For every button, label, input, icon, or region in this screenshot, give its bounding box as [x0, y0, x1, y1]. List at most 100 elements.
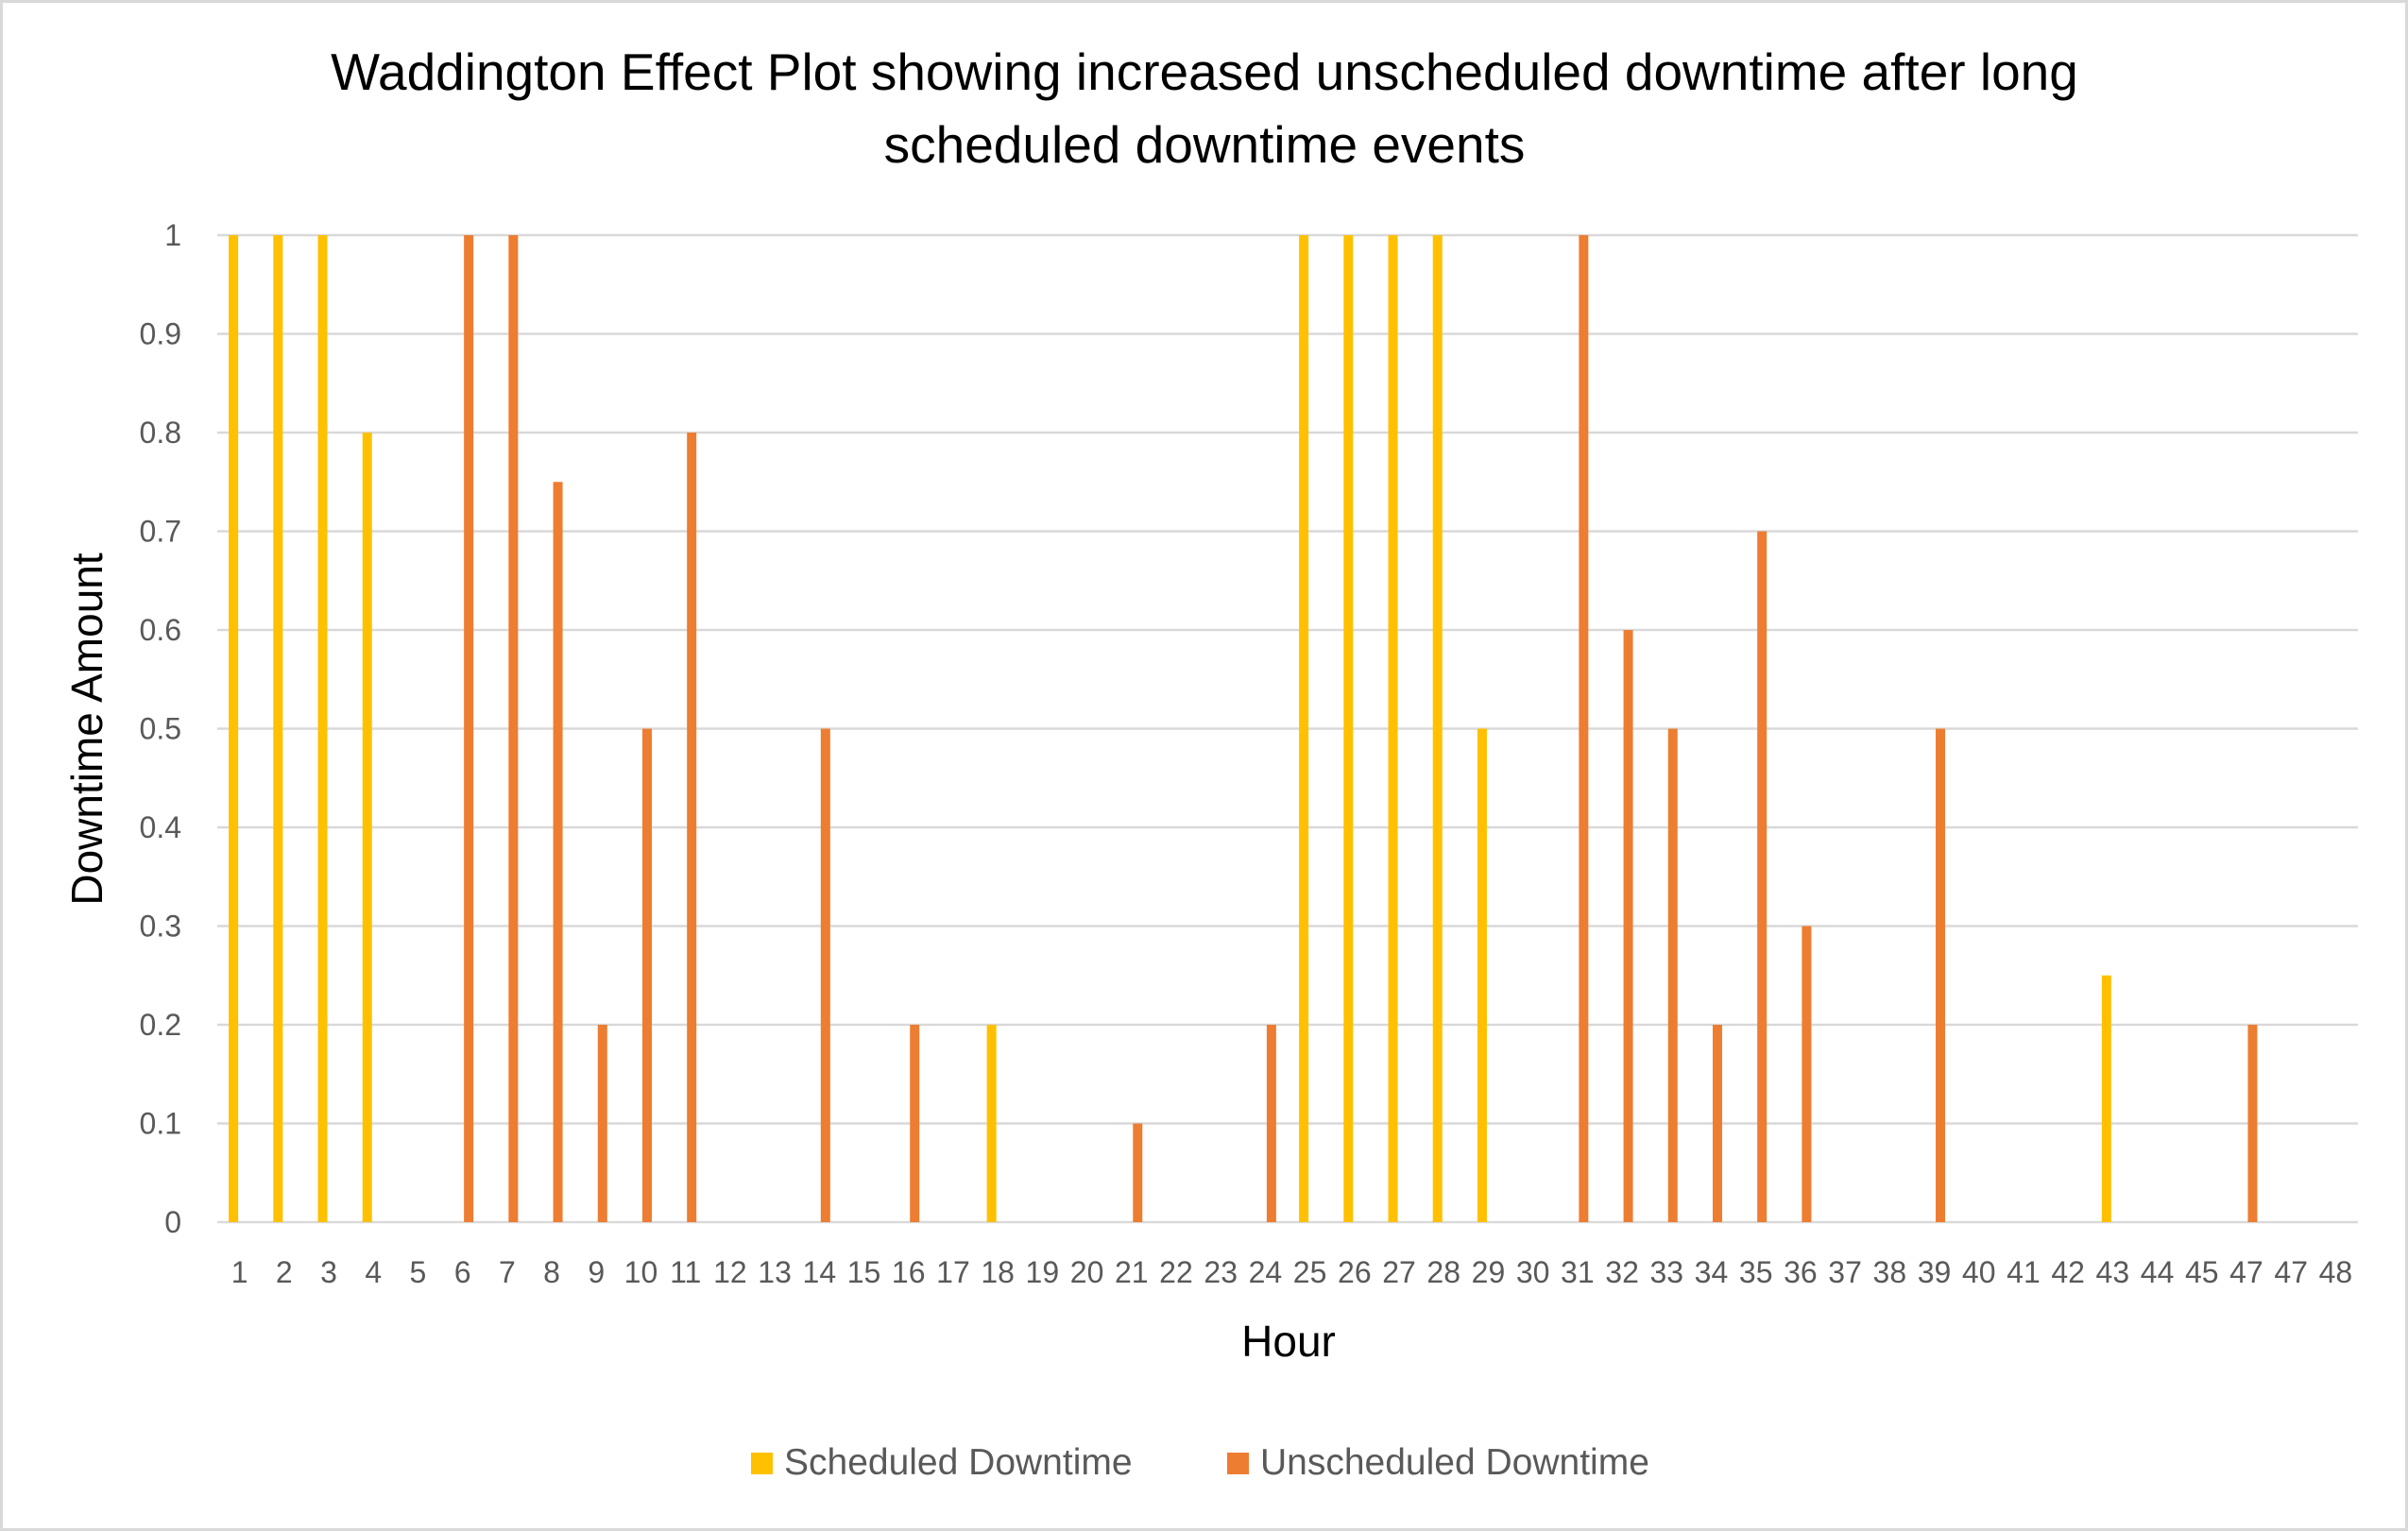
x-tick-label: 30: [1516, 1255, 1550, 1289]
y-tick-label: 0: [164, 1205, 181, 1239]
x-tick-label: 43: [2096, 1255, 2130, 1289]
chart-title-line-2: scheduled downtime events: [884, 115, 1526, 174]
bar-scheduled-28: [1432, 235, 1443, 1222]
x-tick-label: 14: [803, 1255, 837, 1289]
bar-unscheduled-7: [508, 235, 519, 1222]
x-tick-label: 35: [1739, 1255, 1773, 1289]
bar-unscheduled-39: [1936, 728, 1946, 1222]
legend-label-scheduled: Scheduled Downtime: [784, 1442, 1133, 1483]
y-tick-label: 0.7: [140, 515, 181, 549]
x-tick-label: 6: [454, 1255, 471, 1289]
x-tick-label: 45: [2185, 1255, 2219, 1289]
legend-swatch-unscheduled: [1227, 1453, 1249, 1474]
legend-swatch-scheduled: [751, 1453, 773, 1474]
x-tick-label: 11: [670, 1255, 701, 1289]
bar-unscheduled-9: [597, 1025, 607, 1222]
bar-scheduled-2: [273, 235, 283, 1222]
x-tick-label: 29: [1472, 1255, 1506, 1289]
bar-scheduled-3: [317, 235, 328, 1222]
x-axis-title: Hour: [1241, 1317, 1336, 1366]
bar-unscheduled-8: [553, 482, 563, 1222]
bar-unscheduled-11: [687, 433, 697, 1222]
x-tick-label: 19: [1026, 1255, 1060, 1289]
x-tick-label: 5: [410, 1255, 427, 1289]
x-tick-label: 13: [758, 1255, 792, 1289]
x-tick-label: 24: [1249, 1255, 1283, 1289]
x-tick-label: 23: [1204, 1255, 1238, 1289]
bar-scheduled-29: [1477, 728, 1487, 1222]
x-tick-label: 26: [1338, 1255, 1372, 1289]
x-tick-label: 25: [1293, 1255, 1327, 1289]
x-tick-label: 4: [365, 1255, 382, 1289]
bar-unscheduled-31: [1579, 235, 1589, 1222]
legend: Scheduled Downtime Unscheduled Downtime: [751, 1442, 1649, 1483]
x-tick-label: 47: [2274, 1255, 2308, 1289]
bar-unscheduled-32: [1623, 630, 1633, 1222]
x-tick-label: 7: [499, 1255, 516, 1289]
y-tick-label: 1: [164, 218, 181, 252]
bar-unscheduled-33: [1667, 728, 1678, 1222]
y-tick-label: 0.1: [140, 1107, 181, 1141]
bar-unscheduled-10: [641, 728, 652, 1222]
y-axis-title: Downtime Amount: [62, 553, 111, 905]
y-tick-label: 0.5: [140, 712, 181, 746]
x-tick-label: 10: [624, 1255, 658, 1289]
x-tick-label: 12: [713, 1255, 747, 1289]
x-tick-label: 37: [1828, 1255, 1862, 1289]
x-tick-label: 33: [1649, 1255, 1683, 1289]
bar-unscheduled-16: [910, 1025, 920, 1222]
bar-unscheduled-14: [820, 728, 830, 1222]
x-tick-label: 42: [2051, 1255, 2085, 1289]
x-tick-label: 16: [892, 1255, 926, 1289]
bar-unscheduled-24: [1266, 1025, 1276, 1222]
x-tick-label: 39: [1918, 1255, 1952, 1289]
bar-scheduled-18: [986, 1025, 997, 1222]
x-tick-label: 8: [543, 1255, 560, 1289]
y-tick-label: 0.9: [140, 317, 181, 351]
x-tick-label: 34: [1695, 1255, 1729, 1289]
bar-unscheduled-35: [1757, 531, 1768, 1222]
bar-unscheduled-21: [1133, 1123, 1143, 1222]
x-tick-label: 40: [1962, 1255, 1996, 1289]
x-axis-ticks: 1 2 3 4 5 6 7 8 9 10 11 12 13 14 15 16 17 18 19 20 21 22 23 24 2…: [231, 1255, 2352, 1289]
x-tick-label: 3: [320, 1255, 337, 1289]
legend-label-unscheduled: Unscheduled Downtime: [1260, 1442, 1649, 1483]
bar-unscheduled-46: [2247, 1025, 2258, 1222]
x-tick-label: 15: [847, 1255, 881, 1289]
x-tick-label: 17: [936, 1255, 970, 1289]
x-tick-label: 1: [231, 1255, 248, 1289]
x-tick-label: 28: [1426, 1255, 1460, 1289]
bar-scheduled-4: [362, 433, 372, 1222]
chart-title-line-1: Waddington Effect Plot showing increased…: [331, 43, 2078, 101]
bar-scheduled-25: [1299, 235, 1309, 1222]
x-tick-label: 27: [1382, 1255, 1416, 1289]
y-tick-label: 0.2: [140, 1008, 181, 1042]
bar-unscheduled-36: [1802, 926, 1812, 1222]
x-tick-label: 21: [1115, 1255, 1149, 1289]
x-tick-label: 38: [1873, 1255, 1907, 1289]
x-tick-label: 47: [2229, 1255, 2263, 1289]
gridlines: [217, 233, 2358, 1224]
bar-scheduled-26: [1343, 235, 1354, 1222]
x-tick-label: 44: [2141, 1255, 2175, 1289]
bars: [229, 235, 2258, 1222]
x-tick-label: 9: [588, 1255, 605, 1289]
bar-scheduled-1: [229, 235, 239, 1222]
x-tick-label: 22: [1159, 1255, 1193, 1289]
y-tick-label: 0.8: [140, 416, 181, 450]
x-tick-label: 36: [1784, 1255, 1818, 1289]
x-tick-label: 48: [2319, 1255, 2353, 1289]
bar-unscheduled-6: [464, 235, 474, 1222]
x-tick-label: 31: [1561, 1255, 1595, 1289]
y-tick-label: 0.6: [140, 613, 181, 647]
y-axis-ticks: 0 0.1 0.2 0.3 0.4 0.5 0.6 0.7 0.8 0.9 1: [140, 218, 181, 1239]
x-tick-label: 18: [981, 1255, 1015, 1289]
x-tick-label: 32: [1605, 1255, 1639, 1289]
bar-scheduled-27: [1388, 235, 1398, 1222]
bar-scheduled-43: [2101, 975, 2111, 1222]
x-tick-label: 20: [1070, 1255, 1104, 1289]
x-tick-label: 41: [2007, 1255, 2041, 1289]
x-tick-label: 2: [276, 1255, 293, 1289]
